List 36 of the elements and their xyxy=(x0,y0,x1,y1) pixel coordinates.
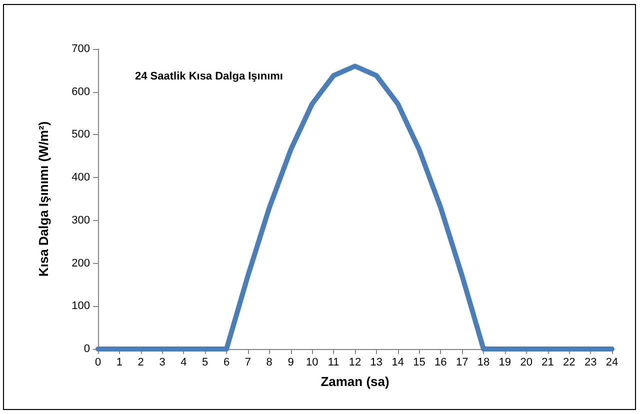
x-tick-label: 22 xyxy=(563,356,576,368)
x-tick-label: 14 xyxy=(392,356,404,368)
x-tick-label: 7 xyxy=(244,356,251,368)
x-tick-label: 16 xyxy=(434,356,447,368)
x-tick-label: 23 xyxy=(584,356,597,368)
y-tick-label: 100 xyxy=(72,300,90,312)
y-tick-label: 500 xyxy=(72,128,90,141)
y-tick-label: 400 xyxy=(72,172,90,184)
y-tick-label: 200 xyxy=(72,257,90,270)
x-tick-label: 12 xyxy=(348,356,362,368)
y-tick-label: 700 xyxy=(72,43,90,55)
x-tick-label: 13 xyxy=(370,356,383,368)
x-tick-label: 11 xyxy=(328,356,340,368)
x-tick-label: 4 xyxy=(180,356,187,368)
x-tick-label: 3 xyxy=(159,356,166,368)
text: 24 Saatlik Kısa Dalga Işınımı xyxy=(135,70,283,82)
y-tick-label: 600 xyxy=(72,86,90,98)
x-tick-label: 0 xyxy=(94,356,102,368)
x-tick-label: 2 xyxy=(138,356,144,368)
x-tick-label: 9 xyxy=(288,356,294,368)
x-tick-label: 5 xyxy=(202,356,208,368)
y-tick-label: 0 xyxy=(84,343,90,355)
x-axis-title: Zaman (sa) xyxy=(320,374,390,389)
x-tick-label: 6 xyxy=(223,356,230,368)
x-tick-label: 8 xyxy=(266,356,272,368)
x-tick-label: 24 xyxy=(606,356,618,368)
x-tick-label: 15 xyxy=(413,356,426,368)
x-tick-label: 20 xyxy=(520,356,532,368)
x-tick-label: 17 xyxy=(456,356,468,368)
x-tick-label: 21 xyxy=(542,356,554,368)
y-tick-label: 300 xyxy=(72,214,90,226)
x-tick-label: 1 xyxy=(116,356,122,368)
x-tick-label: 19 xyxy=(498,356,512,368)
y-axis-title: Kısa Dalga Işınımı (W/m²) xyxy=(36,121,51,277)
x-tick-label: 18 xyxy=(477,356,490,368)
x-tick-label: 10 xyxy=(306,356,318,368)
